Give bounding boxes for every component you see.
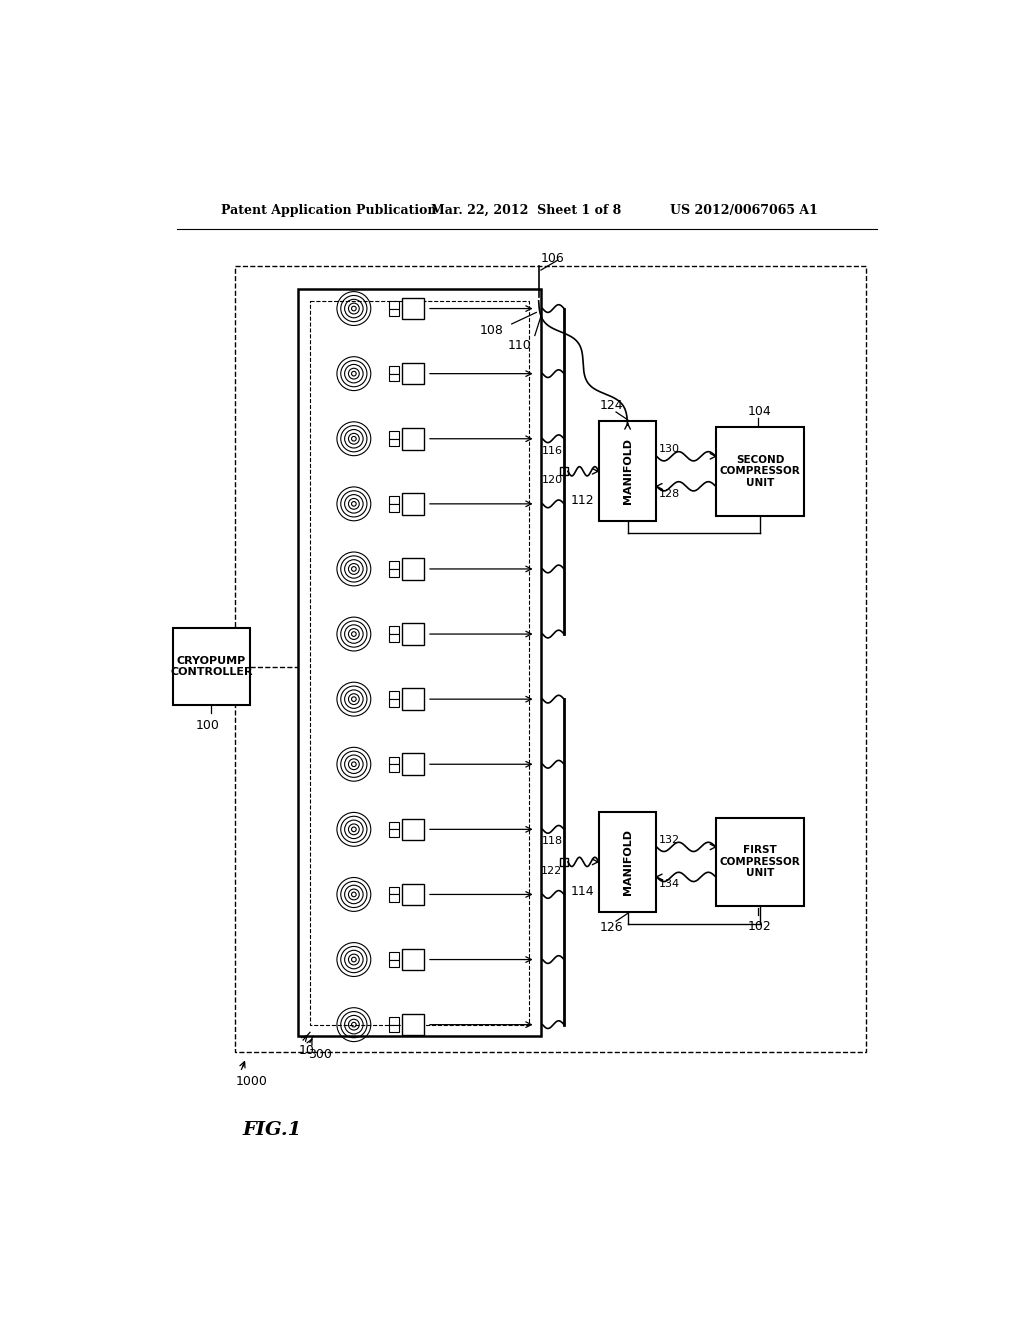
Bar: [402, 1014, 424, 1035]
Bar: [388, 432, 399, 438]
Bar: [716, 428, 804, 516]
Bar: [388, 952, 399, 960]
Text: MANIFOLD: MANIFOLD: [623, 438, 633, 504]
Bar: [388, 700, 399, 706]
Text: Mar. 22, 2012  Sheet 1 of 8: Mar. 22, 2012 Sheet 1 of 8: [431, 205, 622, 218]
Bar: [388, 374, 399, 381]
Text: 108: 108: [480, 323, 504, 337]
Text: FIRST
COMPRESSOR
UNIT: FIRST COMPRESSOR UNIT: [720, 845, 801, 879]
Text: SECOND
COMPRESSOR
UNIT: SECOND COMPRESSOR UNIT: [720, 454, 801, 488]
Bar: [402, 623, 424, 645]
Text: MANIFOLD: MANIFOLD: [623, 829, 633, 895]
Text: 114: 114: [570, 884, 594, 898]
Text: 120: 120: [542, 475, 562, 486]
Bar: [402, 428, 424, 450]
Text: 106: 106: [541, 252, 564, 264]
Text: FIG.1: FIG.1: [243, 1121, 301, 1139]
Text: 104: 104: [749, 405, 772, 418]
Bar: [402, 298, 424, 319]
Text: 10: 10: [298, 1044, 314, 1057]
Text: 100: 100: [196, 719, 219, 733]
Bar: [388, 438, 399, 446]
Text: 124: 124: [600, 399, 624, 412]
Text: 128: 128: [658, 488, 680, 499]
Bar: [402, 558, 424, 579]
Bar: [388, 829, 399, 837]
Bar: [388, 366, 399, 374]
Text: 112: 112: [570, 495, 594, 507]
Bar: [402, 494, 424, 515]
Bar: [388, 309, 399, 317]
Text: 130: 130: [658, 444, 680, 454]
Bar: [599, 812, 656, 912]
Bar: [388, 960, 399, 968]
Bar: [388, 1016, 399, 1024]
Text: 122: 122: [542, 866, 562, 875]
Text: 134: 134: [658, 879, 680, 890]
Bar: [402, 363, 424, 384]
Bar: [388, 634, 399, 642]
Bar: [402, 754, 424, 775]
Text: 102: 102: [749, 920, 772, 933]
Text: US 2012/0067065 A1: US 2012/0067065 A1: [670, 205, 817, 218]
Bar: [402, 688, 424, 710]
Bar: [402, 818, 424, 840]
Bar: [388, 561, 399, 569]
Bar: [388, 895, 399, 902]
Bar: [402, 883, 424, 906]
Bar: [388, 627, 399, 634]
Bar: [173, 628, 250, 705]
Bar: [599, 421, 656, 521]
Text: 126: 126: [600, 921, 624, 935]
Bar: [388, 569, 399, 577]
Text: 300: 300: [307, 1048, 332, 1061]
Bar: [310, 301, 529, 1024]
Bar: [388, 1024, 399, 1032]
Bar: [388, 301, 399, 309]
Text: 116: 116: [542, 446, 562, 455]
Bar: [388, 496, 399, 504]
Bar: [388, 692, 399, 700]
Bar: [560, 858, 568, 866]
Bar: [234, 267, 866, 1052]
Bar: [388, 887, 399, 895]
Text: 1000: 1000: [237, 1074, 268, 1088]
Bar: [388, 504, 399, 512]
Text: 110: 110: [507, 339, 531, 352]
Bar: [298, 289, 541, 1036]
Bar: [388, 821, 399, 829]
Bar: [560, 467, 568, 475]
Bar: [402, 949, 424, 970]
Text: 132: 132: [658, 834, 680, 845]
Bar: [388, 764, 399, 772]
Text: CRYOPUMP
CONTROLLER: CRYOPUMP CONTROLLER: [170, 656, 253, 677]
Bar: [716, 817, 804, 906]
Text: Patent Application Publication: Patent Application Publication: [221, 205, 437, 218]
Bar: [388, 756, 399, 764]
Text: 118: 118: [542, 837, 562, 846]
